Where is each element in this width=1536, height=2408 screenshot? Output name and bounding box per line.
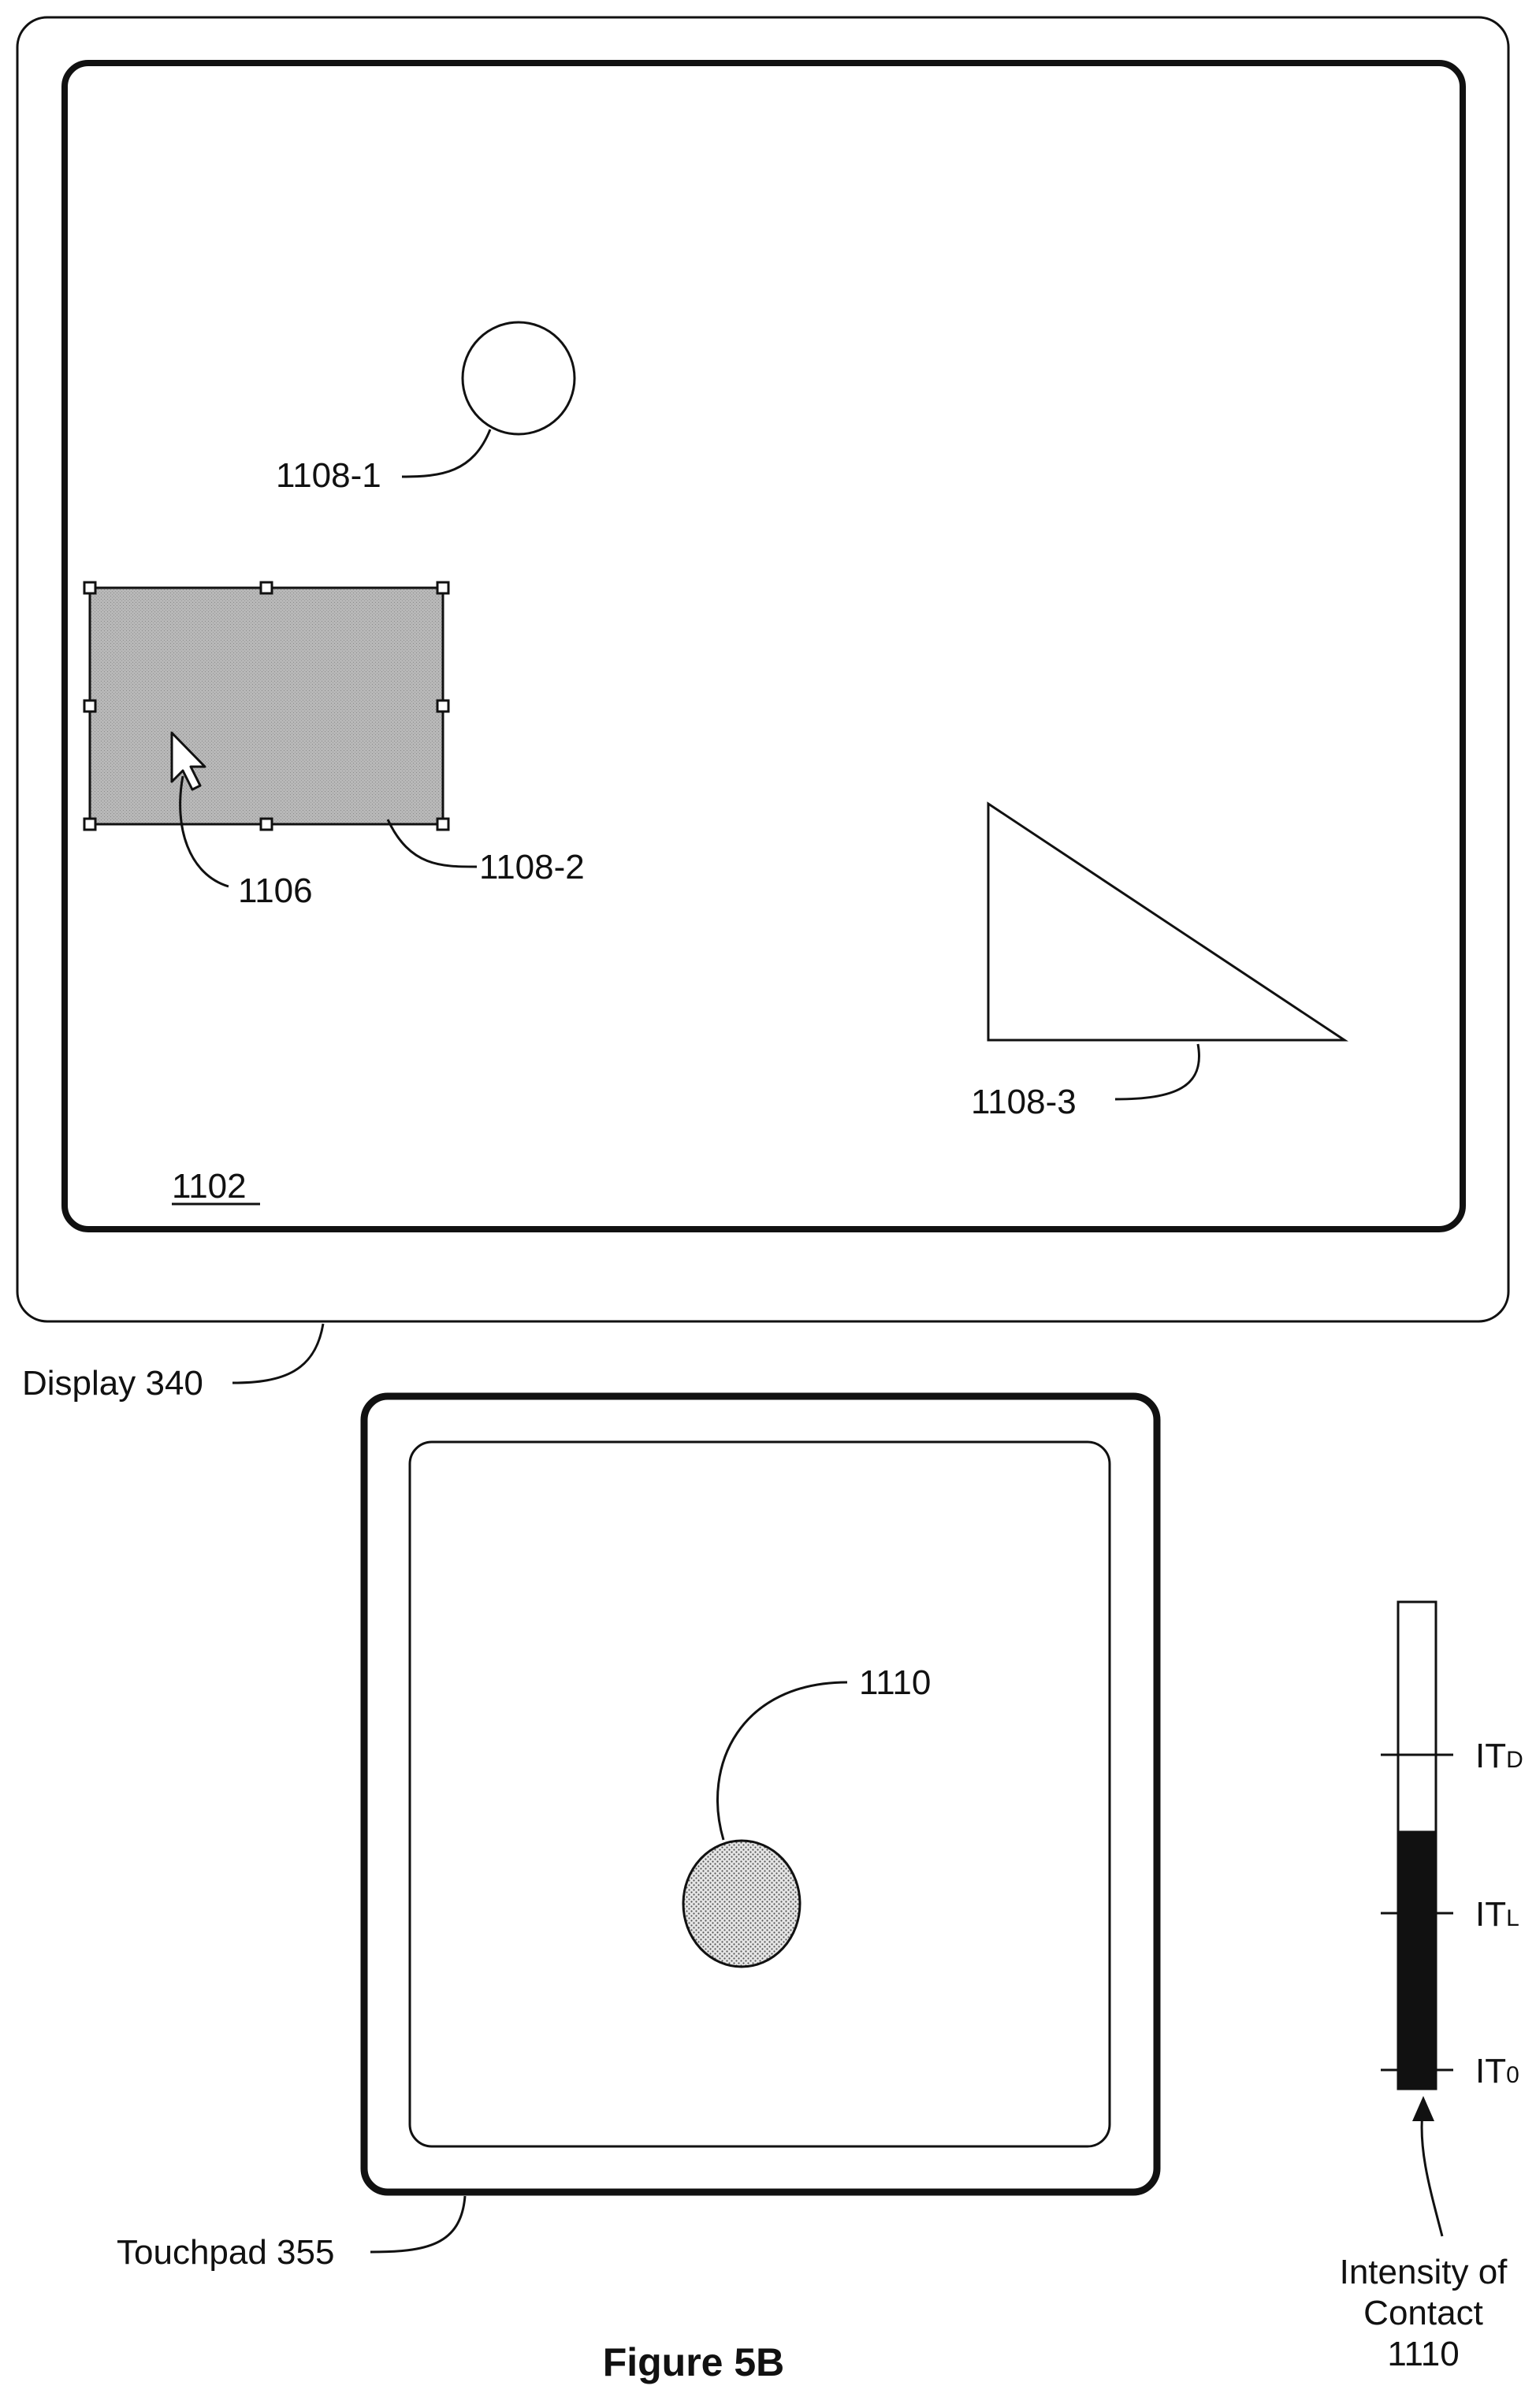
circle-object-1108-1[interactable] bbox=[463, 322, 575, 434]
label-1108-3: 1108-3 bbox=[971, 1083, 1077, 1121]
touchpad-355[interactable]: 1110 bbox=[364, 1396, 1157, 2192]
display-340: 1108-1 1108-2 1106 1108-3 1102 bbox=[17, 17, 1508, 1321]
label-display-340: Display 340 bbox=[22, 1364, 203, 1403]
label-1108-1: 1108-1 bbox=[276, 456, 381, 495]
intensity-arrow-shaft bbox=[1422, 2112, 1442, 2236]
leader-touchpad-355 bbox=[370, 2196, 465, 2252]
screen-label-1102: 1102 bbox=[172, 1167, 247, 1206]
handle-middle-left[interactable] bbox=[84, 700, 95, 712]
intensity-caption-line1: Intensity of bbox=[1340, 2253, 1508, 2291]
intensity-arrow-head-icon bbox=[1412, 2096, 1434, 2121]
intensity-caption-line2: Contact bbox=[1363, 2294, 1483, 2332]
touchpad-surface[interactable] bbox=[410, 1442, 1110, 2146]
label-touchpad-355: Touchpad 355 bbox=[117, 2233, 334, 2272]
intensity-meter-fill bbox=[1398, 1830, 1436, 2089]
handle-bottom-middle[interactable] bbox=[261, 819, 272, 830]
threshold-label-it0: IT0 bbox=[1475, 2052, 1519, 2090]
intensity-caption-line3: 1110 bbox=[1387, 2335, 1459, 2373]
threshold-label-itd: ITD bbox=[1475, 1737, 1523, 1775]
threshold-label-itl: ITL bbox=[1475, 1895, 1519, 1934]
leader-display-340 bbox=[232, 1324, 323, 1383]
figure-title: Figure 5B bbox=[603, 2340, 785, 2384]
handle-top-left[interactable] bbox=[84, 582, 95, 593]
rectangle-object-1108-2[interactable] bbox=[84, 582, 448, 830]
intensity-meter: ITD ITL IT0 Intensity of Contact 1110 bbox=[1340, 1602, 1523, 2373]
handle-top-right[interactable] bbox=[437, 582, 448, 593]
handle-bottom-right[interactable] bbox=[437, 819, 448, 830]
label-1110: 1110 bbox=[859, 1663, 931, 1702]
handle-middle-right[interactable] bbox=[437, 700, 448, 712]
label-1106: 1106 bbox=[238, 871, 313, 910]
label-1108-2: 1108-2 bbox=[479, 848, 585, 886]
handle-top-middle[interactable] bbox=[261, 582, 272, 593]
contact-1110 bbox=[683, 1841, 800, 1967]
handle-bottom-left[interactable] bbox=[84, 819, 95, 830]
